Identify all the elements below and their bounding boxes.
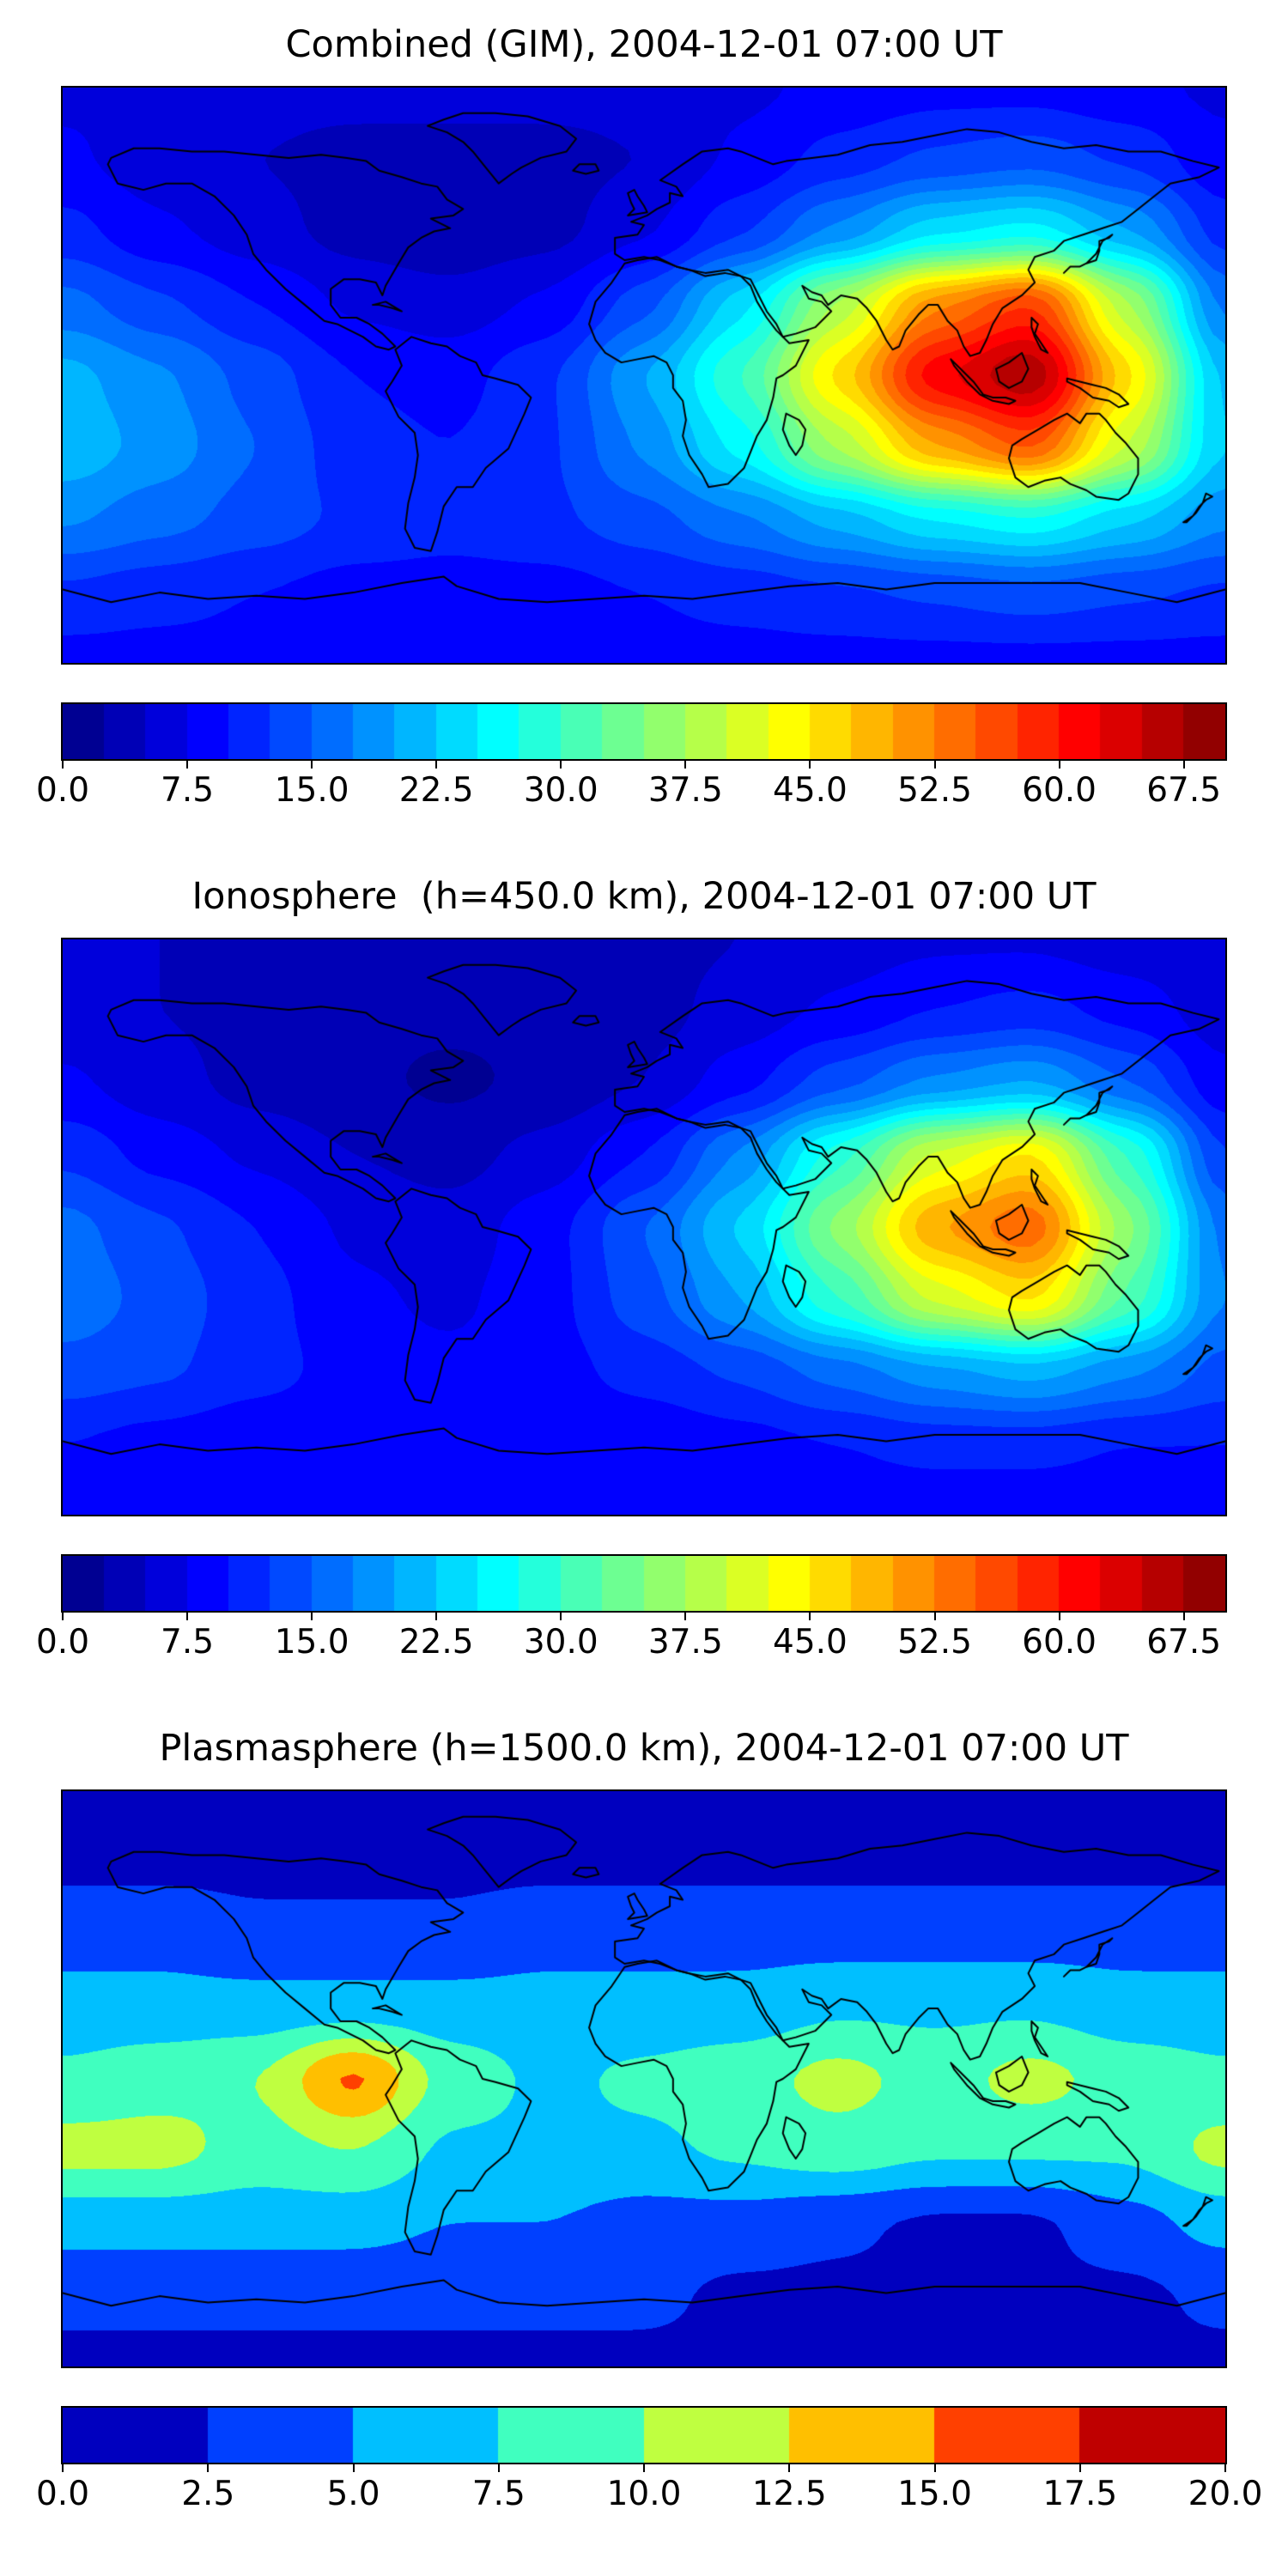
colorbar-canvas-ionosphere bbox=[63, 1556, 1225, 1611]
colorbar-tick-label: 30.0 bbox=[523, 1623, 598, 1662]
map-canvas-ionosphere bbox=[63, 939, 1225, 1515]
colorbar-tickmark bbox=[933, 1613, 936, 1620]
colorbar-tickmark bbox=[560, 761, 562, 769]
colorbar-tickmark bbox=[809, 761, 811, 769]
colorbar-tickmark bbox=[643, 2464, 645, 2472]
colorbar-tick-label: 52.5 bbox=[897, 771, 972, 810]
colorbar-tick-label: 15.0 bbox=[274, 771, 349, 810]
colorbar-tick-label: 12.5 bbox=[751, 2475, 827, 2513]
colorbar-tick-label: 17.5 bbox=[1042, 2475, 1118, 2513]
colorbar-tick-label: 7.5 bbox=[161, 771, 215, 810]
panel-title-combined: Combined (GIM), 2004-12-01 07:00 UT bbox=[285, 23, 1003, 66]
colorbar-tick-label: 52.5 bbox=[897, 1623, 972, 1662]
colorbar-tickmark bbox=[1058, 1613, 1060, 1620]
colorbar-tickmark bbox=[1058, 761, 1060, 769]
panel-combined: Combined (GIM), 2004-12-01 07:00 UT 0.0 7… bbox=[0, 22, 1288, 819]
colorbar-tickmark bbox=[1078, 2464, 1081, 2472]
colorbar-tick-label: 45.0 bbox=[773, 1623, 848, 1662]
colorbar-tickmark bbox=[1224, 2464, 1226, 2472]
colorbar-ticks-ionosphere: 0.0 7.5 15.0 22.5 30.0 37.5 45.0 52.5 60.0 67.5 bbox=[36, 1613, 1225, 1671]
colorbar-tick-label: 30.0 bbox=[523, 771, 598, 810]
colorbar-tickmark bbox=[62, 1613, 64, 1620]
colorbar-tickmark bbox=[933, 2464, 936, 2472]
colorbar-tick-label: 67.5 bbox=[1146, 771, 1222, 810]
colorbar-ticks-combined: 0.0 7.5 15.0 22.5 30.0 37.5 45.0 52.5 60.0 67.5 bbox=[36, 761, 1225, 819]
colorbar-tickmark bbox=[684, 1613, 687, 1620]
map-canvas-combined bbox=[63, 88, 1225, 663]
panel-ionosphere: Ionosphere (h=450.0 km), 2004-12-01 07:0… bbox=[0, 819, 1288, 1671]
colorbar-tickmark bbox=[311, 1613, 313, 1620]
colorbar-tickmark bbox=[788, 2464, 791, 2472]
colorbar-tickmark bbox=[207, 2464, 210, 2472]
colorbar-tickmark bbox=[186, 1613, 189, 1620]
colorbar-tickmark bbox=[435, 1613, 438, 1620]
colorbar-ionosphere bbox=[61, 1554, 1227, 1613]
colorbar-plasmasphere bbox=[61, 2406, 1227, 2464]
colorbar-tickmark bbox=[62, 761, 64, 769]
colorbar-canvas-combined bbox=[63, 704, 1225, 759]
colorbar-tickmark bbox=[186, 761, 189, 769]
colorbar-tick-label: 7.5 bbox=[471, 2475, 526, 2513]
colorbar-tick-label: 0.0 bbox=[35, 1623, 90, 1662]
colorbar-tick-label: 10.0 bbox=[606, 2475, 682, 2513]
colorbar-tickmark bbox=[62, 2464, 64, 2472]
colorbar-tick-label: 60.0 bbox=[1022, 771, 1097, 810]
map-canvas-plasmasphere bbox=[63, 1791, 1225, 2366]
colorbar-tick-label: 37.5 bbox=[647, 1623, 723, 1662]
colorbar-tick-label: 60.0 bbox=[1022, 1623, 1097, 1662]
colorbar-tick-label: 15.0 bbox=[274, 1623, 349, 1662]
colorbar-tick-label: 0.0 bbox=[35, 2475, 90, 2513]
colorbar-tickmark bbox=[311, 761, 313, 769]
colorbar-tick-label: 0.0 bbox=[35, 771, 90, 810]
map-combined bbox=[61, 86, 1227, 665]
panel-title-ionosphere: Ionosphere (h=450.0 km), 2004-12-01 07:0… bbox=[191, 875, 1097, 918]
colorbar-tick-label: 2.5 bbox=[181, 2475, 235, 2513]
colorbar-tick-label: 5.0 bbox=[326, 2475, 380, 2513]
colorbar-ticks-plasmasphere: 0.0 2.5 5.0 7.5 10.0 12.5 15.0 17.5 20.0 bbox=[36, 2464, 1262, 2523]
map-ionosphere bbox=[61, 938, 1227, 1516]
colorbar-tickmark bbox=[1182, 761, 1185, 769]
colorbar-tick-label: 22.5 bbox=[398, 1623, 474, 1662]
colorbar-tickmark bbox=[560, 1613, 562, 1620]
colorbar-tickmark bbox=[352, 2464, 355, 2472]
colorbar-tick-label: 20.0 bbox=[1188, 2475, 1263, 2513]
colorbar-tickmark bbox=[684, 761, 687, 769]
colorbar-canvas-plasmasphere bbox=[63, 2408, 1225, 2463]
colorbar-combined bbox=[61, 702, 1227, 761]
colorbar-tickmark bbox=[933, 761, 936, 769]
colorbar-tick-label: 67.5 bbox=[1146, 1623, 1222, 1662]
colorbar-tick-label: 7.5 bbox=[161, 1623, 215, 1662]
figure: Combined (GIM), 2004-12-01 07:00 UT 0.0 7… bbox=[0, 22, 1288, 2523]
map-plasmasphere bbox=[61, 1789, 1227, 2368]
colorbar-tickmark bbox=[809, 1613, 811, 1620]
colorbar-tick-label: 37.5 bbox=[647, 771, 723, 810]
colorbar-tick-label: 45.0 bbox=[773, 771, 848, 810]
colorbar-tickmark bbox=[1182, 1613, 1185, 1620]
panel-plasmasphere: Plasmasphere (h=1500.0 km), 2004-12-01 0… bbox=[0, 1671, 1288, 2523]
colorbar-tickmark bbox=[497, 2464, 500, 2472]
panel-title-plasmasphere: Plasmasphere (h=1500.0 km), 2004-12-01 0… bbox=[159, 1727, 1129, 1770]
colorbar-tick-label: 15.0 bbox=[897, 2475, 972, 2513]
colorbar-tick-label: 22.5 bbox=[398, 771, 474, 810]
colorbar-tickmark bbox=[435, 761, 438, 769]
